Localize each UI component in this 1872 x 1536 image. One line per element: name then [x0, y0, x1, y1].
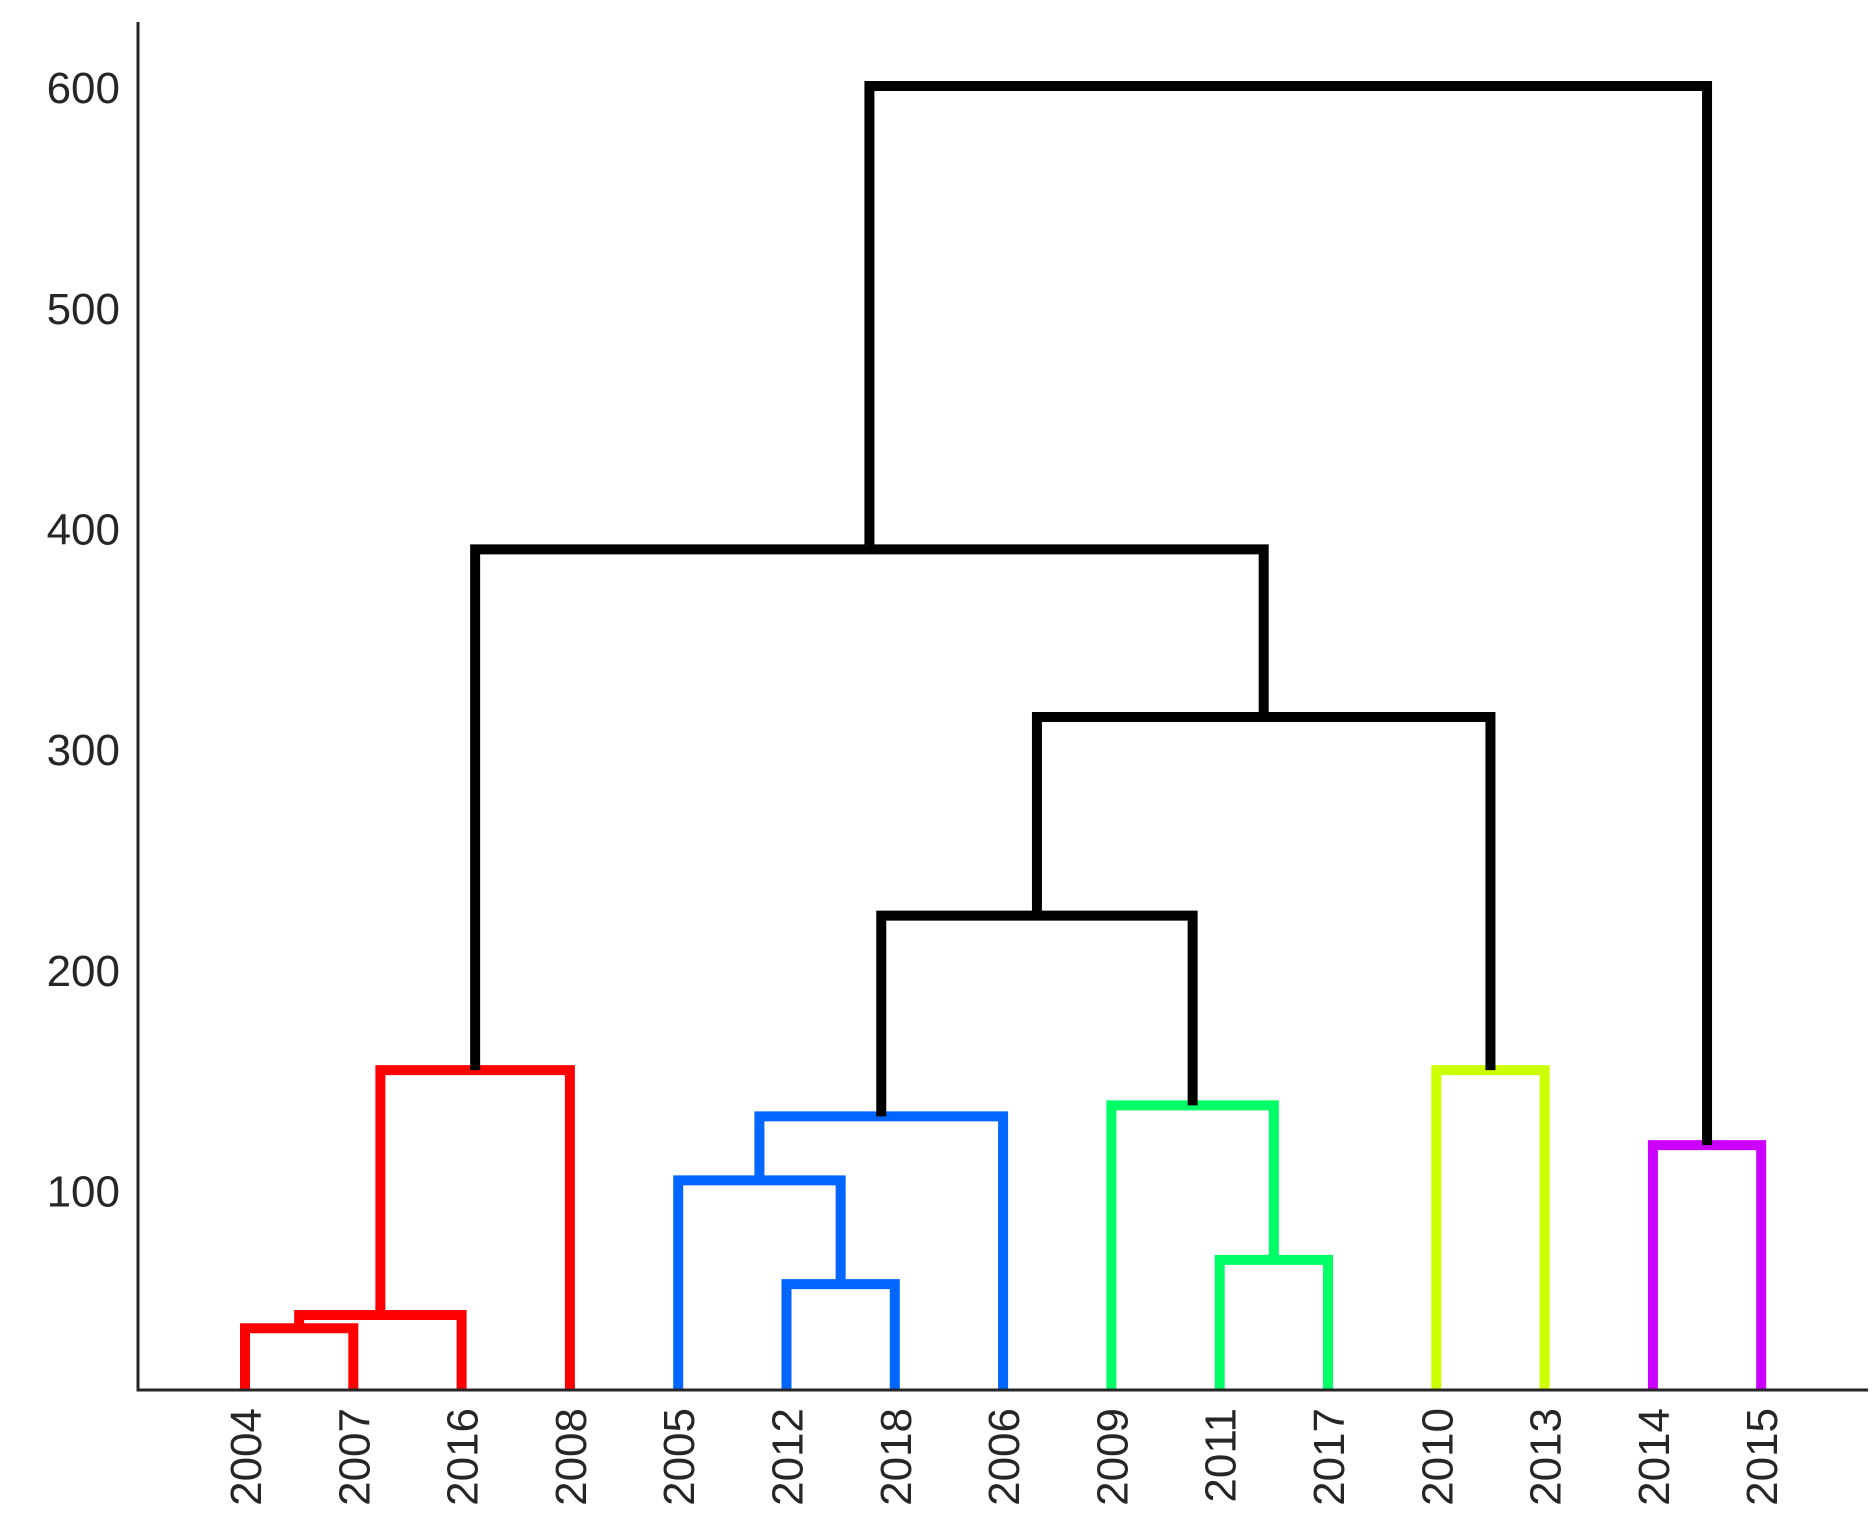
x-tick-label-2018: 2018	[872, 1408, 921, 1506]
x-tick-label-2016: 2016	[439, 1408, 488, 1506]
dendrogram-link-7	[1214, 1254, 1333, 1390]
dendrogram-link-5	[673, 1175, 846, 1390]
dendrogram-link-6	[754, 1111, 1009, 1390]
x-tick-label-2006: 2006	[980, 1408, 1029, 1506]
x-tick-label-2014: 2014	[1630, 1408, 1679, 1506]
y-tick-label-100: 100	[47, 1167, 120, 1216]
dendrogram-links	[240, 80, 1767, 1390]
x-tick-labels: 2004 2007 2016 2008 2005 2012 2018 2006 2009 2011…	[222, 1408, 1787, 1506]
y-tick-label-300: 300	[47, 726, 120, 775]
dendrogram-link-12	[1031, 712, 1496, 1071]
x-tick-label-2009: 2009	[1088, 1408, 1137, 1506]
dendrogram-link-10	[1647, 1140, 1767, 1390]
x-tick-label-2008: 2008	[547, 1408, 596, 1506]
dendrogram-link-1	[240, 1323, 359, 1390]
x-tick-label-2007: 2007	[330, 1408, 379, 1506]
y-tick-label-200: 200	[47, 947, 120, 996]
y-tick-label-400: 400	[47, 505, 120, 554]
y-tick-label-600: 600	[47, 64, 120, 113]
dendrogram-link-13	[470, 544, 1269, 1071]
dendrogram-link-9	[1431, 1065, 1550, 1390]
x-tick-label-2010: 2010	[1413, 1408, 1462, 1506]
x-tick-label-2015: 2015	[1738, 1408, 1787, 1506]
x-tick-label-2013: 2013	[1522, 1408, 1571, 1506]
x-tick-label-2011: 2011	[1197, 1408, 1246, 1503]
y-tick-labels: 100 200 300 400 500 600	[47, 64, 120, 1216]
x-tick-label-2004: 2004	[222, 1408, 271, 1506]
dendrogram-link-8	[1106, 1100, 1279, 1390]
dendrogram-link-4	[781, 1279, 900, 1390]
y-tick-label-500: 500	[47, 285, 120, 334]
axis-lines	[136, 22, 1868, 1392]
x-tick-label-2017: 2017	[1305, 1408, 1354, 1506]
dendrogram-link-14	[864, 80, 1713, 1146]
dendrogram-link-11	[876, 910, 1198, 1117]
x-tick-label-2005: 2005	[655, 1408, 704, 1506]
x-tick-label-2012: 2012	[764, 1408, 813, 1506]
dendrogram-link-3	[375, 1065, 575, 1390]
axes	[136, 22, 1868, 1392]
